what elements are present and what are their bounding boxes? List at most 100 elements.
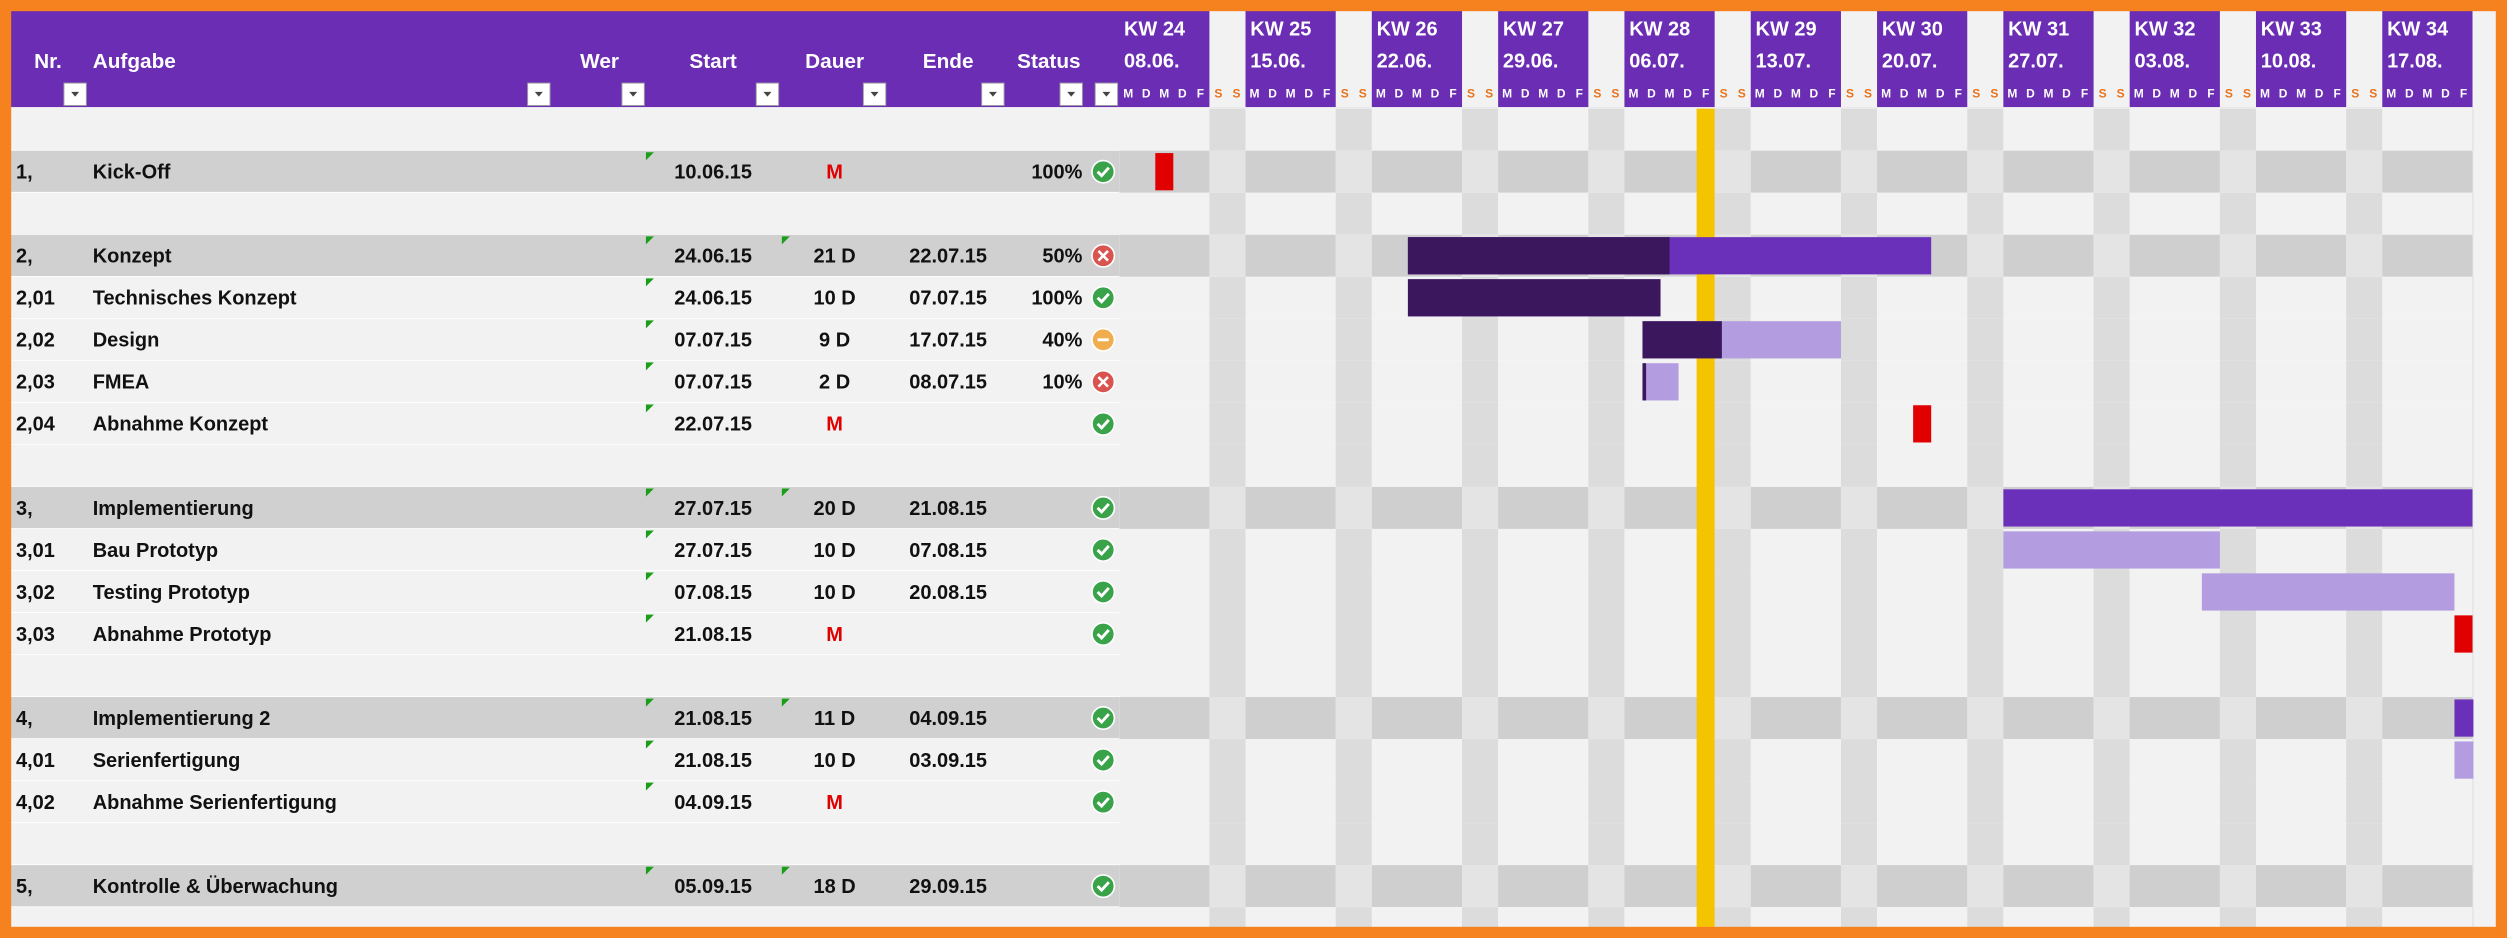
weekend-cell [2346, 150, 2383, 193]
weekday-cell [2003, 108, 2094, 151]
weekend-cell [1714, 486, 1751, 529]
weekday-cell [2382, 318, 2473, 361]
day-letter: D [2279, 86, 2288, 100]
status-icon [1091, 579, 1116, 604]
end-date: 07.08.15 [909, 540, 987, 562]
day-letter: F [2460, 86, 2467, 100]
status-glyph [1096, 544, 1110, 557]
weekend-cell [1588, 108, 1625, 151]
status-icon [1091, 748, 1116, 773]
weekday-cell [2382, 192, 2473, 235]
weekend-cell [1967, 234, 2004, 277]
row-background [9, 192, 1120, 235]
weekend-cell [1840, 486, 1878, 529]
weekend-cell [1714, 570, 1751, 613]
weekday-cell [1245, 360, 1336, 403]
weekend-cell [1209, 739, 1246, 782]
weekday-cell [1498, 108, 1589, 151]
weekend-cell [2219, 781, 2256, 824]
weekday-cell [2382, 402, 2473, 445]
row-background [9, 697, 1120, 740]
task-name: Abnahme Serienfertigung [93, 792, 337, 814]
start-date: 24.06.15 [674, 288, 752, 310]
milestone-marker [1913, 405, 1932, 443]
weekend-cell [1714, 108, 1751, 151]
weekend-cell [2346, 739, 2383, 782]
weekday-cell [1498, 570, 1589, 613]
status-icon [1091, 411, 1116, 436]
weekend-cell [1840, 108, 1878, 151]
weekday-cell [1498, 655, 1589, 698]
weekday-cell [1371, 739, 1463, 782]
weekday-cell [1245, 402, 1336, 445]
day-letter: M [1791, 86, 1801, 100]
task-name: Testing Prototyp [93, 582, 250, 604]
week-number: KW 32 [2134, 19, 2195, 41]
task-bar [2003, 531, 2220, 569]
weekday-cell [2382, 234, 2473, 277]
week-number: KW 28 [1629, 19, 1690, 41]
weekend-cell [2219, 234, 2256, 277]
row-background [9, 823, 1120, 866]
start-date: 10.06.15 [674, 162, 752, 184]
weekend-cell [2219, 150, 2256, 193]
weekday-cell [2129, 360, 2220, 403]
weekend-cell [2346, 697, 2383, 740]
weekday-cell [1245, 823, 1336, 866]
day-letter: M [1376, 86, 1386, 100]
duration: 21 D [814, 246, 856, 268]
weekend-cell [2219, 739, 2256, 782]
weekend-cell [1462, 108, 1499, 151]
day-letter: S [1611, 86, 1619, 100]
day-letter: M [1286, 86, 1296, 100]
weekday-cell [2255, 276, 2347, 319]
row-number: 2,03 [16, 372, 55, 394]
day-letter: M [1159, 86, 1169, 100]
start-date: 04.09.15 [674, 792, 752, 814]
weekend-cell [1462, 697, 1499, 740]
week-number: KW 29 [1756, 19, 1817, 41]
day-letter: D [2405, 86, 2414, 100]
week-number: KW 34 [2387, 19, 2448, 41]
weekday-cell [1877, 655, 1968, 698]
weekday-cell [1498, 486, 1589, 529]
weekend-cell [2472, 192, 2474, 235]
weekend-cell [2093, 781, 2130, 824]
start-date: 24.06.15 [674, 246, 752, 268]
weekday-cell [1371, 192, 1463, 235]
row-number: 2,02 [16, 330, 55, 352]
weekend-cell [2346, 318, 2383, 361]
start-date: 27.07.15 [674, 498, 752, 520]
column-header: Nr. [34, 50, 62, 73]
weekend-header [1967, 9, 2004, 108]
cell-indicator [781, 488, 790, 497]
week-date: 06.07. [1629, 51, 1685, 73]
status-icon [1091, 622, 1116, 646]
weekday-cell [1371, 150, 1463, 193]
duration: M [826, 162, 843, 184]
row-number: 4,01 [16, 750, 55, 772]
weekend-cell [2219, 318, 2256, 361]
weekend-cell [2093, 318, 2130, 361]
week-number: KW 31 [2008, 19, 2069, 41]
weekday-cell [1245, 781, 1336, 824]
weekday-cell [2129, 318, 2220, 361]
weekday-cell [1119, 697, 1210, 740]
weekend-cell [1967, 360, 2004, 403]
end-date: 17.07.15 [909, 330, 987, 352]
weekday-cell [2129, 234, 2220, 277]
weekend-cell [1335, 865, 1372, 908]
weekday-cell [1750, 655, 1841, 698]
weekend-cell [1588, 402, 1625, 445]
weekend-cell [1588, 781, 1625, 824]
weekday-cell [1877, 486, 1968, 529]
weekday-cell [1245, 528, 1336, 571]
day-letter: D [2188, 86, 2197, 100]
day-letter: D [1395, 86, 1404, 100]
weekend-cell [2219, 612, 2256, 656]
row-background [9, 570, 1120, 613]
weekend-cell [2346, 823, 2383, 866]
duration: 10 D [814, 288, 856, 310]
weekend-cell [1714, 612, 1751, 656]
weekday-cell [1498, 612, 1589, 656]
